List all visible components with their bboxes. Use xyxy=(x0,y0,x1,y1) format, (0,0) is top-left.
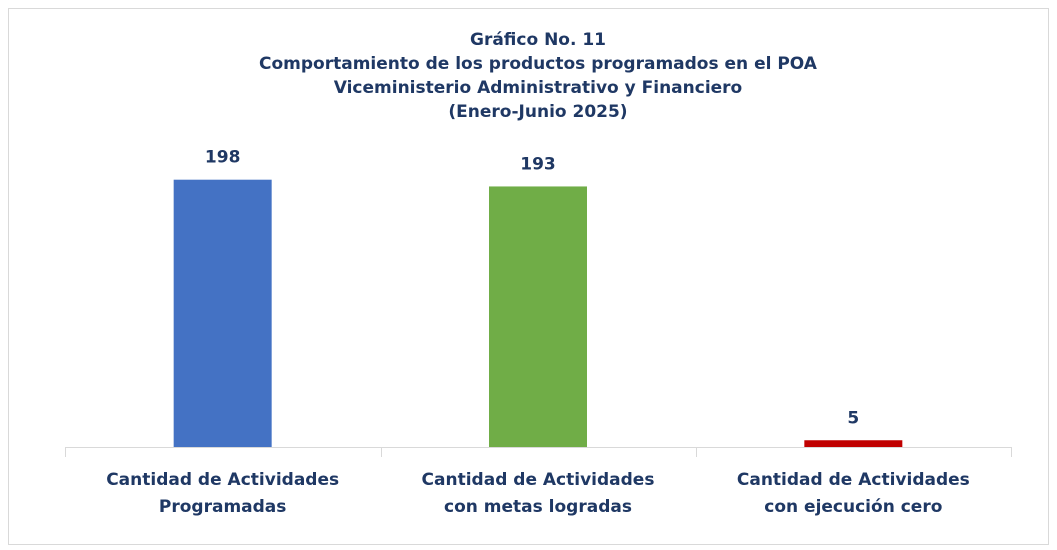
chart-title: (Enero-Junio 2025) xyxy=(448,102,627,122)
chart-title: Comportamiento de los productos programa… xyxy=(259,54,818,74)
x-axis xyxy=(65,447,1012,457)
bar xyxy=(173,179,272,447)
data-label: 5 xyxy=(847,408,859,428)
bar xyxy=(804,440,903,447)
x-tick-label: Cantidad de Actividades xyxy=(737,470,970,490)
x-tick-label: Cantidad de Actividades xyxy=(422,470,655,490)
x-tick-label: con metas logradas xyxy=(444,497,632,517)
chart-title: Gráfico No. 11 xyxy=(470,30,606,50)
x-tick-label: Cantidad de Actividades xyxy=(106,470,339,490)
data-label: 198 xyxy=(205,148,241,168)
chart-title: Viceministerio Administrativo y Financie… xyxy=(334,78,743,98)
bar xyxy=(489,186,587,447)
x-tick-label: con ejecución cero xyxy=(764,497,942,517)
x-tick-label: Programadas xyxy=(159,497,287,517)
data-label: 193 xyxy=(520,154,556,174)
